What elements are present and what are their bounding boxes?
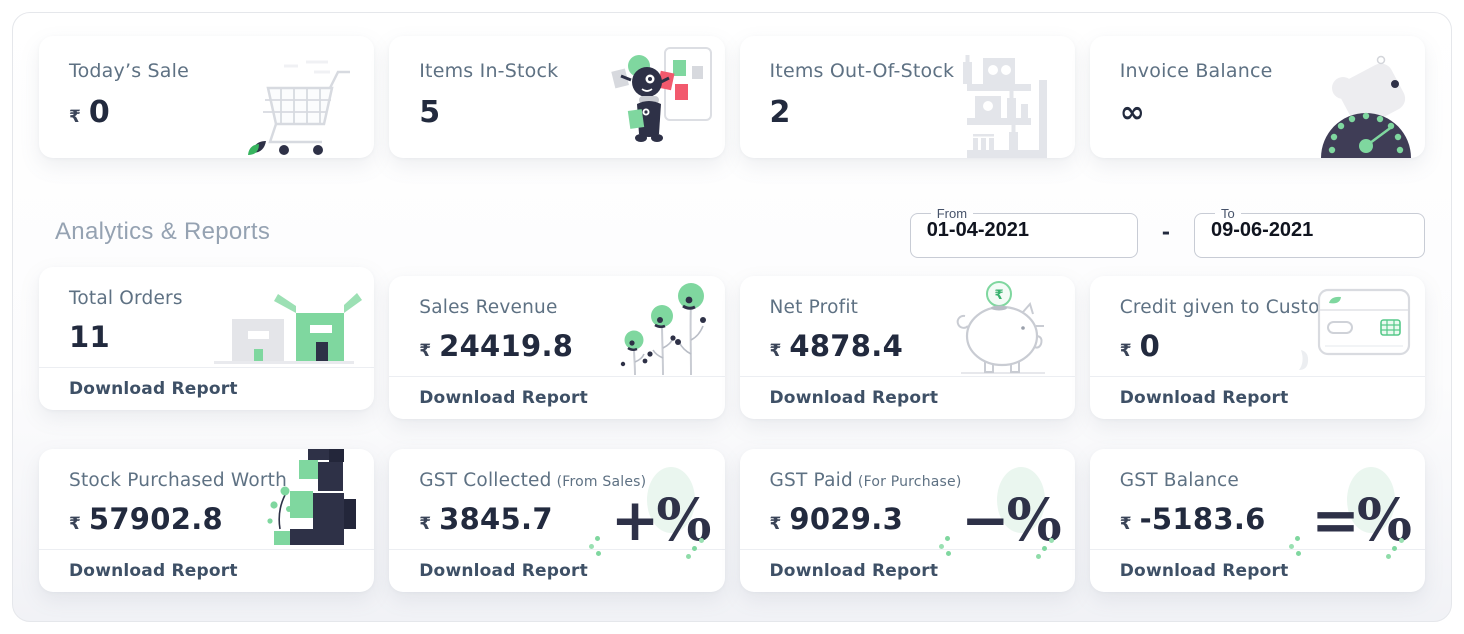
stat-value: 2	[769, 95, 791, 130]
date-from-field: From	[909, 206, 1138, 258]
stat-card-invoice-balance: Invoice Balance ∞	[1089, 36, 1425, 158]
report-card-gst-balance: GST Balance ₹ -5183.6 =% Download Report	[1089, 449, 1425, 592]
report-card-gst-collected: GST Collected (From Sales) ₹ 3845.7 +% Do…	[389, 449, 725, 592]
download-report-button[interactable]: Download Report	[1089, 376, 1425, 419]
dashboard-panel: Today’s Sale ₹ 0 Items In-Stock 5	[12, 12, 1452, 622]
stat-value: 0	[88, 95, 111, 130]
stat-value: ∞	[1119, 95, 1146, 130]
report-card-total-orders: Total Orders 11 Download Report	[39, 267, 375, 410]
section-title: Analytics & Reports	[55, 218, 271, 245]
date-range: From - To	[909, 206, 1425, 258]
date-from-input[interactable]	[926, 219, 1107, 242]
stat-card-items-in-stock: Items In-Stock 5	[389, 36, 725, 158]
stats-row: Today’s Sale ₹ 0 Items In-Stock 5	[39, 36, 1425, 158]
date-to-input[interactable]	[1211, 219, 1391, 242]
rupee-symbol: ₹	[1119, 514, 1132, 534]
rupee-symbol: ₹	[769, 514, 782, 534]
rupee-symbol: ₹	[69, 107, 81, 127]
date-to-field: To	[1194, 206, 1425, 258]
report-card-net-profit: Net Profit ₹ 4878.4 ₹	[739, 276, 1075, 419]
stat-title: Items Out-Of-Stock	[769, 60, 955, 82]
stat-card-todays-sale: Today’s Sale ₹ 0	[39, 36, 375, 158]
report-value: 11	[69, 320, 110, 354]
report-title: Stock Purchased Worth	[69, 470, 288, 491]
report-title: GST Collected (From Sales)	[419, 470, 647, 491]
rupee-symbol: ₹	[69, 514, 81, 534]
stat-title: Items In-Stock	[419, 60, 559, 82]
download-report-button[interactable]: Download Report	[39, 549, 375, 592]
reports-grid: Total Orders 11 Download Report	[39, 267, 1425, 592]
download-report-button[interactable]: Download Report	[39, 367, 375, 410]
equals-percent-icon: =%	[1295, 467, 1412, 554]
report-value: -5183.6	[1139, 502, 1266, 536]
report-value: 9029.3	[789, 502, 904, 536]
report-card-stock-purchased: Stock Purchased Worth ₹ 57902.8	[39, 449, 375, 592]
report-title: GST Paid (For Purchase)	[769, 470, 962, 491]
date-from-label: From	[936, 206, 968, 221]
rupee-symbol: ₹	[419, 514, 432, 534]
date-to-label: To	[1221, 206, 1235, 221]
report-value: 4878.4	[789, 329, 904, 363]
report-card-credit-given: Credit given to Customer ₹ 0 Download Re…	[1089, 276, 1425, 419]
download-report-button[interactable]: Download Report	[389, 376, 725, 419]
report-subtitle: (From Sales)	[556, 474, 647, 490]
stat-value: 5	[419, 95, 441, 130]
date-separator: -	[1161, 220, 1170, 244]
rupee-symbol: ₹	[769, 341, 782, 361]
analytics-header-row: Analytics & Reports From - To	[39, 204, 1425, 260]
report-value: 24419.8	[439, 329, 574, 363]
stat-title: Today’s Sale	[69, 60, 189, 82]
report-title: Total Orders	[69, 288, 183, 309]
download-report-button[interactable]: Download Report	[389, 549, 725, 592]
report-card-gst-paid: GST Paid (For Purchase) ₹ 9029.3 −% Downl…	[739, 449, 1075, 592]
report-title: Net Profit	[769, 297, 859, 318]
report-title: Sales Revenue	[419, 297, 558, 318]
report-card-sales-revenue: Sales Revenue ₹ 24419.8	[389, 276, 725, 419]
stat-card-items-out-of-stock: Items Out-Of-Stock 2	[739, 36, 1075, 158]
report-value: 57902.8	[88, 502, 224, 536]
report-subtitle: (For Purchase)	[857, 474, 962, 490]
report-value: 0	[1139, 329, 1161, 363]
report-value: 3845.7	[439, 502, 553, 536]
download-report-button[interactable]: Download Report	[739, 376, 1075, 419]
download-report-button[interactable]: Download Report	[1089, 549, 1425, 592]
rupee-symbol: ₹	[419, 341, 432, 361]
minus-percent-icon: −%	[945, 467, 1062, 554]
rupee-symbol: ₹	[1119, 341, 1132, 361]
plus-percent-icon: +%	[594, 467, 711, 554]
download-report-button[interactable]: Download Report	[739, 549, 1075, 592]
stat-title: Invoice Balance	[1119, 60, 1273, 82]
report-title: GST Balance	[1119, 470, 1239, 491]
report-title: Credit given to Customer	[1119, 297, 1358, 318]
